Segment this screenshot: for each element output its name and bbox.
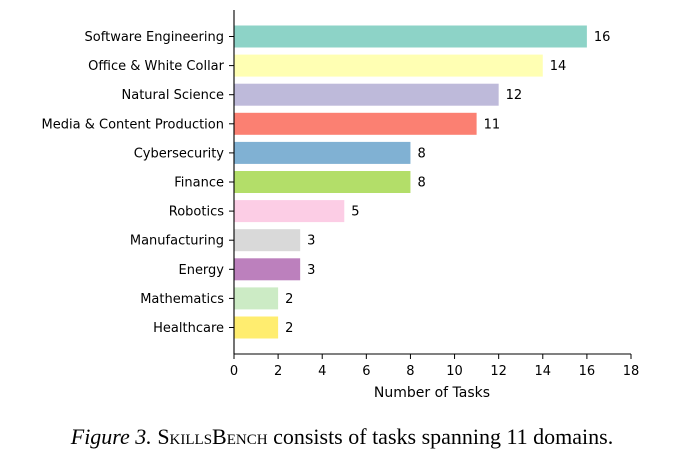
- category-label: Natural Science: [122, 88, 224, 103]
- x-tick-label: 4: [318, 364, 326, 379]
- bar-manufacturing: [234, 229, 301, 252]
- caption-text: consists of tasks spanning 11 domains.: [267, 424, 614, 449]
- bar-finance: [234, 171, 411, 193]
- x-tick-label: 0: [230, 364, 238, 379]
- category-label: Office & White Collar: [88, 59, 225, 74]
- category-label: Energy: [178, 263, 224, 278]
- bar-mathematics: [234, 287, 279, 310]
- x-axis-title: Number of Tasks: [374, 385, 490, 401]
- figure-caption: Figure 3. SkillsBench consists of tasks …: [0, 424, 684, 450]
- value-label: 14: [550, 59, 567, 74]
- category-label: Software Engineering: [85, 30, 224, 45]
- value-label: 8: [417, 176, 425, 191]
- bar-cybersecurity: [234, 141, 411, 164]
- bar-office-white-collar: [234, 54, 543, 77]
- x-tick-label: 10: [446, 364, 463, 379]
- category-label: Manufacturing: [130, 234, 224, 249]
- value-label: 2: [285, 292, 293, 307]
- value-label: 12: [506, 88, 523, 103]
- category-label: Finance: [174, 176, 224, 191]
- category-label: Mathematics: [140, 292, 224, 307]
- bar-natural-science: [234, 83, 499, 106]
- bar-software-engineering: [234, 25, 587, 48]
- category-label: Media & Content Production: [42, 117, 224, 132]
- category-label: Cybersecurity: [134, 146, 225, 161]
- x-tick-label: 6: [362, 364, 370, 379]
- x-tick-label: 16: [579, 364, 596, 379]
- x-tick-label: 18: [623, 364, 640, 379]
- bar-healthcare: [234, 316, 279, 339]
- x-ticks: 0 2 4 6 8 10 12 14 16 18: [230, 354, 639, 379]
- value-label: 8: [417, 146, 425, 161]
- x-tick-label: 2: [274, 364, 282, 379]
- value-label: 16: [594, 30, 611, 45]
- value-label: 3: [307, 263, 315, 278]
- bar-media-content-production: [234, 112, 477, 135]
- value-label: 3: [307, 234, 315, 249]
- value-label: 2: [285, 321, 293, 336]
- bar-robotics: [234, 200, 345, 223]
- benchmark-name: SkillsBench: [157, 424, 268, 449]
- x-tick-label: 14: [535, 364, 552, 379]
- x-tick-label: 12: [490, 364, 507, 379]
- category-label: Robotics: [169, 205, 224, 220]
- value-label: 5: [351, 205, 359, 220]
- bar-energy: [234, 258, 301, 281]
- category-labels: Software Engineering Office & White Colla…: [42, 30, 225, 336]
- bars-group: [234, 25, 587, 339]
- bar-chart: Software Engineering Office & White Colla…: [42, 10, 639, 401]
- value-label: 11: [484, 117, 501, 132]
- figure-label: Figure 3.: [70, 424, 152, 449]
- category-label: Healthcare: [153, 321, 224, 336]
- x-tick-label: 8: [406, 364, 414, 379]
- axes: [229, 10, 631, 355]
